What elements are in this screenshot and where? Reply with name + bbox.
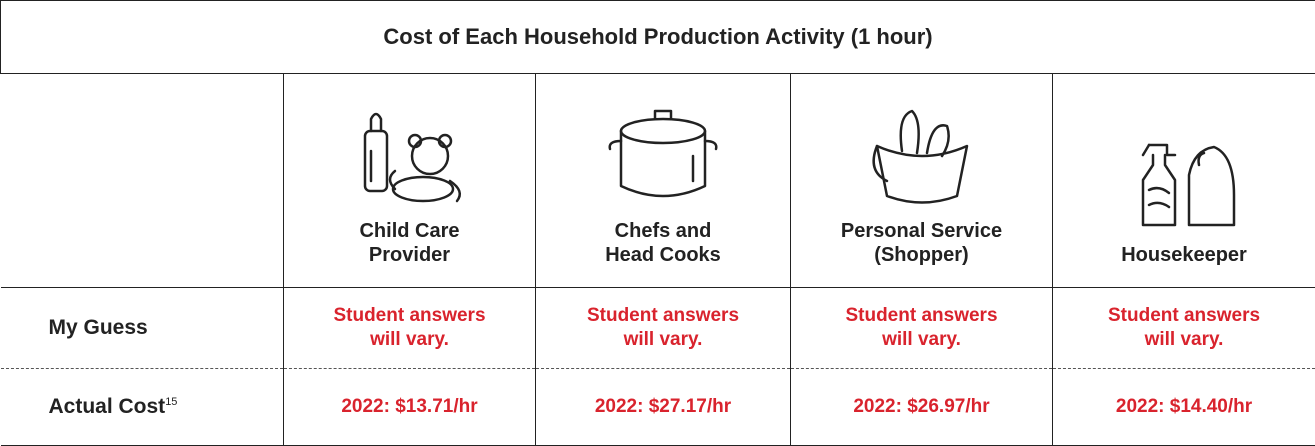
row-label: Actual Cost15 bbox=[1, 369, 284, 446]
answer-cell: 2022: $26.97/hr bbox=[791, 369, 1053, 446]
row-label: My Guess bbox=[1, 288, 284, 369]
answer-line: will vary. bbox=[791, 328, 1052, 352]
row-label-text: Actual Cost bbox=[49, 395, 166, 418]
answer-cell: 2022: $13.71/hr bbox=[284, 369, 536, 446]
column-name-line: Personal Service bbox=[791, 219, 1052, 243]
column-name-line: Child Care bbox=[284, 219, 535, 243]
answer-line: Student answers bbox=[791, 304, 1052, 328]
column-name-line: Housekeeper bbox=[1053, 243, 1315, 267]
pot-icon bbox=[598, 101, 728, 211]
column-name: Housekeeper bbox=[1053, 243, 1315, 267]
footnote-ref: 15 bbox=[165, 396, 177, 408]
answer-cell: 2022: $14.40/hr bbox=[1053, 369, 1315, 446]
column-name-line: (Shopper) bbox=[791, 243, 1052, 267]
column-name-line: Chefs and bbox=[536, 219, 790, 243]
table-title: Cost of Each Household Production Activi… bbox=[1, 1, 1315, 74]
bag-icon bbox=[857, 101, 987, 211]
baby-icon bbox=[345, 101, 475, 211]
cleaning-icon bbox=[1119, 125, 1249, 235]
column-name-line: Provider bbox=[284, 243, 535, 267]
column-header: Personal Service(Shopper) bbox=[791, 74, 1053, 288]
answer-cell: 2022: $27.17/hr bbox=[536, 369, 791, 446]
answer-line: Student answers bbox=[536, 304, 790, 328]
answer-line: will vary. bbox=[536, 328, 790, 352]
answer-line: will vary. bbox=[1053, 328, 1315, 352]
column-name-line: Head Cooks bbox=[536, 243, 790, 267]
answer-line: Student answers bbox=[284, 304, 535, 328]
empty-cell bbox=[1, 74, 284, 288]
answer-line: Student answers bbox=[1053, 304, 1315, 328]
answer-line: will vary. bbox=[284, 328, 535, 352]
column-header: Housekeeper bbox=[1053, 74, 1315, 288]
column-name: Personal Service(Shopper) bbox=[791, 219, 1052, 267]
